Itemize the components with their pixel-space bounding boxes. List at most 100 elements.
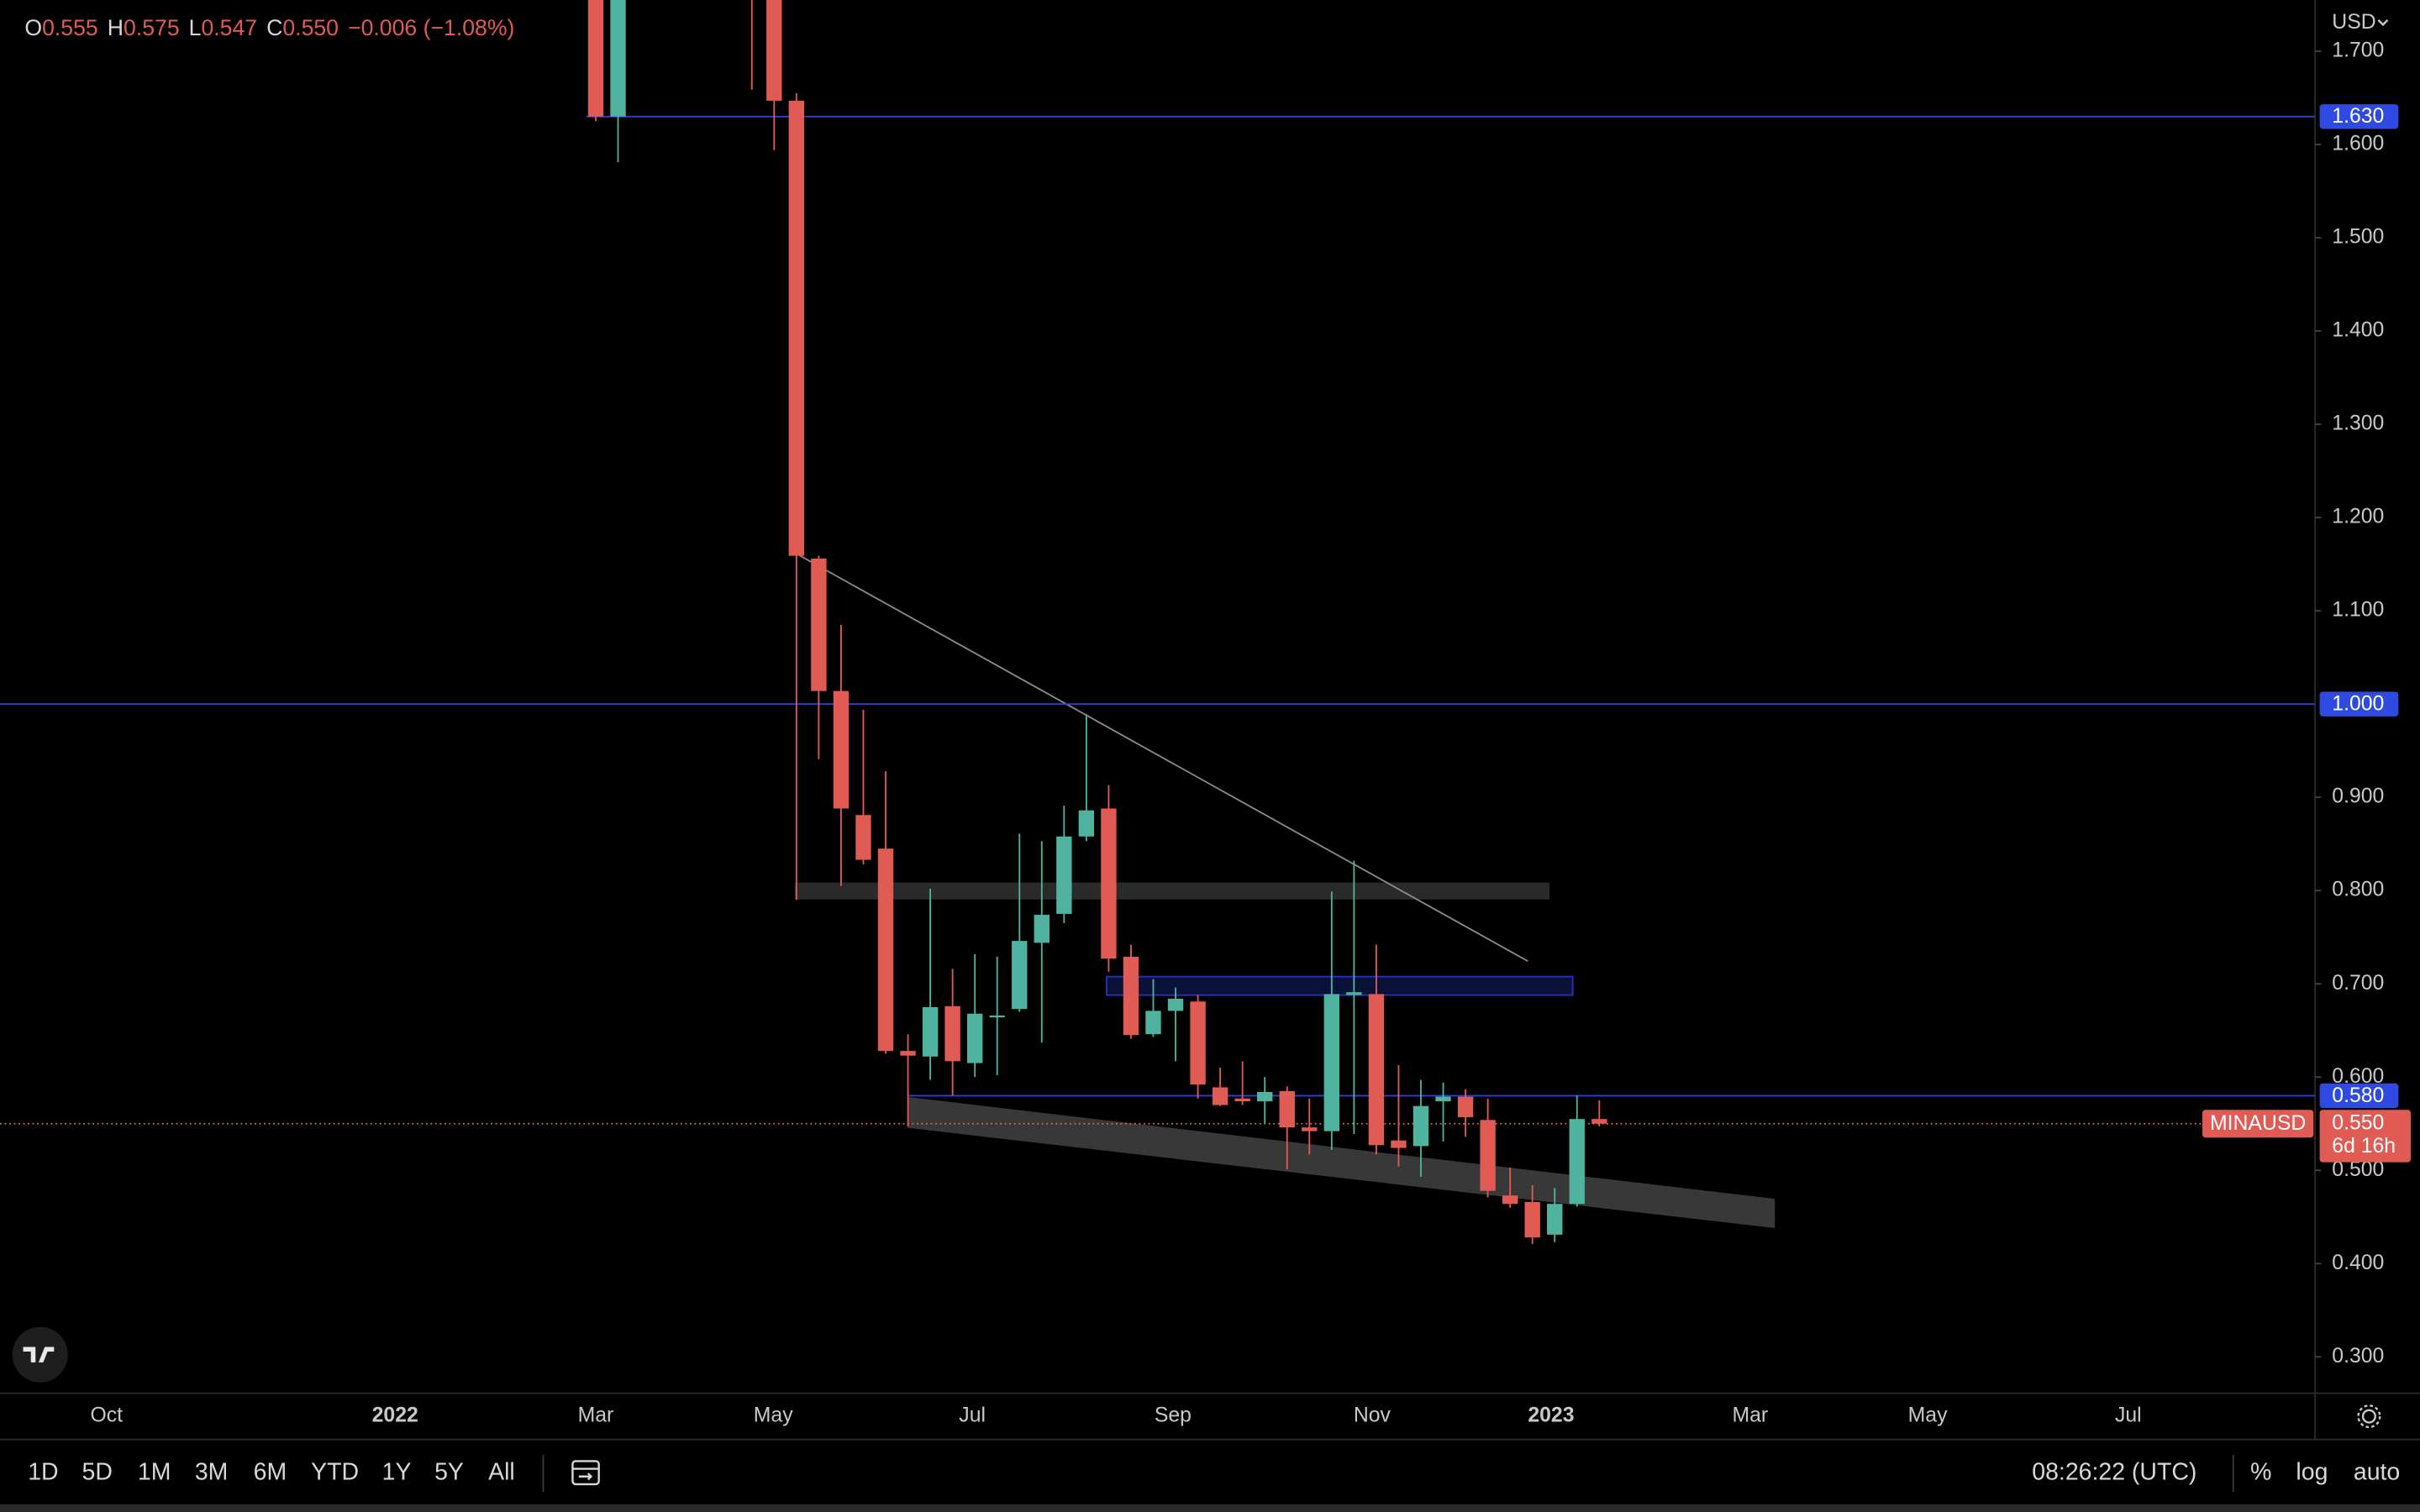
candle-body <box>1413 1105 1429 1147</box>
range-button[interactable]: 5Y <box>434 1459 464 1486</box>
x-tick-label: May <box>1908 1404 1948 1427</box>
y-tick-label: 0.400 <box>2332 1252 2384 1274</box>
scale-option[interactable]: log <box>2296 1459 2328 1486</box>
range-button[interactable]: 5D <box>82 1459 113 1486</box>
candle-body <box>1167 998 1184 1011</box>
candle-body <box>1279 1090 1295 1128</box>
candle-body <box>833 690 850 809</box>
candle-body <box>610 0 626 117</box>
level-tag <box>2319 104 2399 129</box>
goto-date-icon[interactable] <box>571 1460 600 1486</box>
support-channel <box>908 1096 1776 1229</box>
candle-body <box>1480 1120 1496 1191</box>
clock[interactable]: 08:26:22 (UTC) <box>2032 1459 2196 1486</box>
candle-body <box>1056 836 1072 914</box>
candle-body <box>1435 1096 1451 1102</box>
scale-option[interactable]: % <box>2250 1459 2271 1486</box>
levels <box>0 115 2316 1125</box>
range-button[interactable]: 1D <box>28 1459 58 1486</box>
candle-body <box>1368 994 1385 1146</box>
range-button[interactable]: YTD <box>311 1459 359 1486</box>
last-price-tag <box>2319 1110 2411 1163</box>
x-tick-label: Nov <box>1354 1404 1392 1427</box>
candle-body <box>1034 915 1050 943</box>
legend-key: H <box>108 15 124 40</box>
legend-change: −0.006 (−1.08%) <box>348 15 514 40</box>
candle-body <box>1323 994 1340 1131</box>
scale-option[interactable]: auto <box>2354 1459 2400 1486</box>
x-tick-label: Jul <box>959 1404 986 1427</box>
x-tick-label: May <box>754 1404 793 1427</box>
resistance-zone <box>794 882 1550 900</box>
level-tag <box>2319 691 2399 717</box>
candle-body <box>1212 1087 1228 1105</box>
axes: 0.3000.4000.5000.6000.7000.8000.9001.100… <box>90 39 2411 1427</box>
candle-body <box>1391 1140 1407 1148</box>
symbol-tag <box>2202 1110 2314 1138</box>
y-tick-label: 0.300 <box>2332 1345 2384 1368</box>
candle-body <box>989 1015 1005 1018</box>
legend-value: 0.575 <box>124 15 180 40</box>
range-button[interactable]: 1M <box>138 1459 171 1486</box>
candle-body <box>1145 1011 1161 1035</box>
candle-body <box>1123 957 1139 1036</box>
candle-body <box>1346 992 1362 995</box>
toolbar: 1D 5D 1M 3M 6M YTD 1Y 5Y All 08:26:22 (UTC)% log au… <box>28 1459 2400 1486</box>
x-tick-label: Oct <box>90 1404 123 1427</box>
x-tick-label: Jul <box>2115 1404 2142 1427</box>
legend-value: 0.555 <box>42 15 98 40</box>
candles <box>587 0 1607 1244</box>
bottom-strip <box>0 1504 2420 1512</box>
y-tick-label: 1.600 <box>2332 133 2384 155</box>
candle-body <box>1569 1119 1585 1205</box>
y-tick-label: 1.500 <box>2332 226 2384 249</box>
candle-body <box>1457 1096 1474 1117</box>
candle-body <box>1234 1098 1250 1102</box>
legend-key: L <box>189 15 202 40</box>
range-button[interactable]: 6M <box>254 1459 287 1486</box>
x-tick-label: 2023 <box>1528 1404 1574 1427</box>
currency-caret <box>2377 19 2389 27</box>
level-tag-label: 1.630 <box>2332 105 2384 128</box>
y-tick-label: 0.900 <box>2332 785 2384 808</box>
settings-icon[interactable] <box>2357 1404 2381 1429</box>
plot-area <box>0 0 2316 1244</box>
candle-body <box>1302 1127 1318 1131</box>
supply-zone <box>1106 975 1574 996</box>
candle-body <box>1591 1119 1607 1124</box>
candle-body <box>1101 808 1117 959</box>
currency-selector[interactable]: USD <box>2332 11 2375 34</box>
y-tick-label: 1.300 <box>2332 412 2384 435</box>
ohlc-legend: O0.555 H0.575 L0.547 C0.550 −0.006 (−1.08%) <box>24 15 514 40</box>
y-tick-label: 1.400 <box>2332 319 2384 342</box>
candle-body <box>877 848 894 1052</box>
candle-body <box>944 1005 960 1062</box>
level-tag <box>2319 1083 2399 1109</box>
candle-body <box>922 1006 939 1057</box>
range-button[interactable]: All <box>488 1459 515 1486</box>
candle-body <box>766 0 782 101</box>
x-tick-label: Sep <box>1155 1404 1192 1427</box>
x-tick-label: 2022 <box>372 1404 418 1427</box>
countdown-label: 6d 16h <box>2332 1135 2396 1158</box>
trend-line <box>798 554 1528 963</box>
y-tick-label: 0.800 <box>2332 879 2384 901</box>
level-tag-label: 0.580 <box>2332 1084 2384 1107</box>
level-tag-label: 1.000 <box>2332 693 2384 716</box>
legend-value: 0.550 <box>282 15 339 40</box>
y-tick-label: 1.200 <box>2332 506 2384 528</box>
y-tick-label: 0.700 <box>2332 972 2384 995</box>
range-button[interactable]: 3M <box>195 1459 229 1486</box>
x-tick-label: Mar <box>1733 1404 1769 1427</box>
tradingview-logo[interactable] <box>12 1326 68 1383</box>
candle-body <box>1524 1201 1540 1238</box>
y-tick-label: 1.100 <box>2332 599 2384 622</box>
x-tick-label: Mar <box>578 1404 614 1427</box>
candle-body <box>1190 1001 1206 1085</box>
range-button[interactable]: 1Y <box>382 1459 412 1486</box>
last-price-label: 0.550 <box>2332 1111 2384 1134</box>
symbol-tag-label: MINAUSD <box>2210 1112 2306 1135</box>
legend-value: 0.547 <box>201 15 257 40</box>
